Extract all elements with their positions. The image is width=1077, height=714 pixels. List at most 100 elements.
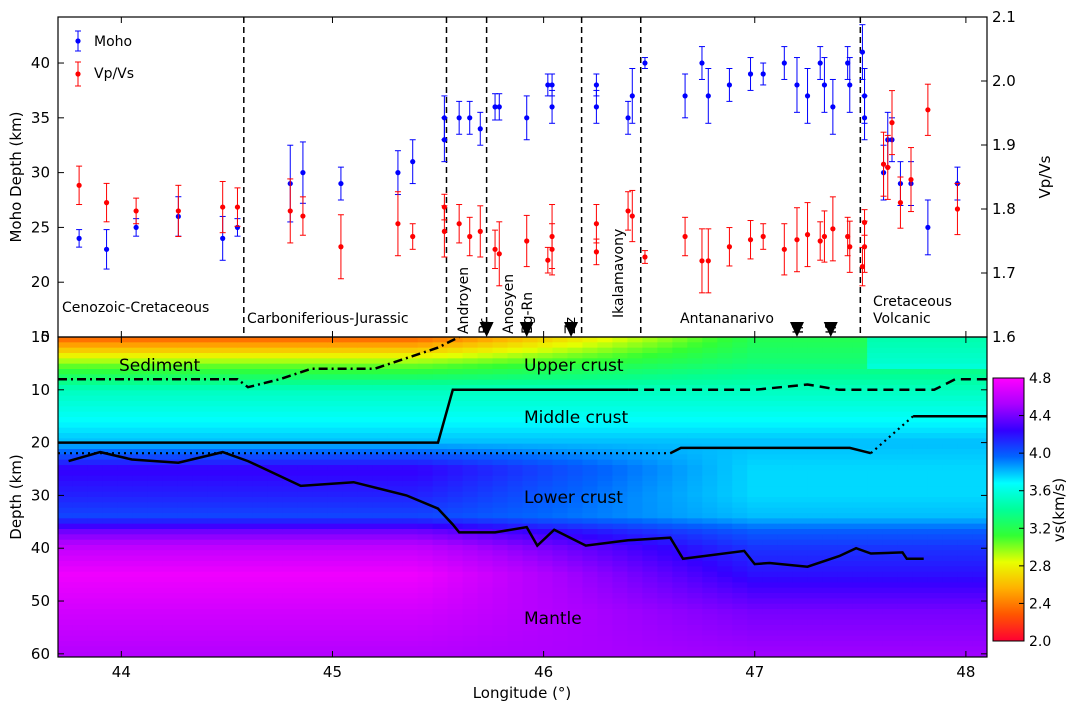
station-marker [789,322,804,337]
heatmap-cell [87,507,104,514]
heatmap-cell [807,438,823,445]
heatmap-cell [942,459,958,466]
heatmap-cell [687,609,703,615]
heatmap-cell [777,651,793,657]
heatmap-cell [762,619,778,626]
y-tick-label-left: 20 [31,273,50,291]
heatmap-cell [102,587,119,594]
heatmap-cell [477,342,494,349]
heatmap-cell [972,406,987,413]
heatmap-cell [372,401,389,407]
heatmap-cell [942,555,958,562]
heatmap-cell [402,523,419,530]
heatmap-cell [462,443,479,450]
heatmap-cell [642,347,658,354]
heatmap-cell [537,406,554,413]
heatmap-cell [162,454,179,461]
heatmap-cell [432,358,449,365]
heatmap-cell [192,577,209,583]
heatmap-cell [327,641,344,647]
heatmap-cell [147,561,164,567]
heatmap-cell [507,401,524,407]
layer-label-mantle: Mantle [524,609,582,629]
heatmap-cell [297,587,314,594]
heatmap-cell [327,443,344,450]
heatmap-cell [132,603,149,610]
heatmap-cell [102,502,119,509]
heatmap-cell [282,545,299,551]
heatmap-cell [687,598,703,605]
heatmap-cell [537,577,554,583]
heatmap-cell [912,587,928,594]
heatmap-cell [882,625,898,631]
heatmap-cell [837,523,853,530]
heatmap-cell [957,598,973,605]
heatmap-cell [657,614,673,621]
heatmap-cell [222,651,239,657]
heatmap-cell [192,475,209,482]
heatmap-cell [372,598,389,605]
heatmap-cell [87,587,104,594]
heatmap-cell [717,449,733,455]
heatmap-cell [522,385,539,391]
heatmap-cell [342,630,359,637]
heatmap-cell [327,465,344,471]
heatmap-cell [237,411,254,418]
heatmap-cell [297,577,314,583]
heatmap-cell [102,497,119,503]
heatmap-cell [522,518,539,525]
heatmap-cell [882,475,898,482]
heatmap-cell [297,529,314,535]
heatmap-cell [282,491,299,498]
heatmap-cell [537,619,554,626]
heatmap-cell [822,566,838,573]
heatmap-cell [342,614,359,621]
heatmap-cell [507,587,524,594]
heatmap-cell [267,582,284,589]
heatmap-cell [807,571,823,578]
heatmap-cell [222,433,239,439]
heatmap-cell [822,449,838,455]
heatmap-cell [162,539,179,546]
heatmap-cell [357,486,374,493]
heatmap-cell [642,417,658,423]
heatmap-cell [252,390,269,397]
heatmap-cell [792,395,808,402]
heatmap-cell [807,417,823,423]
heatmap-cell [837,582,853,589]
heatmap-cell [942,358,958,365]
heatmap-cell [447,603,464,610]
heatmap-cell [537,529,554,535]
heatmap-cell [657,379,673,386]
heatmap-cell [357,625,374,631]
heatmap-cell [942,625,958,631]
heatmap-cell [192,385,209,391]
heatmap-cell [417,379,434,386]
heatmap-cell [702,438,718,445]
heatmap-cell [312,390,329,397]
heatmap-cell [867,518,883,525]
heatmap-cell [222,619,239,626]
heatmap-cell [252,481,269,487]
heatmap-cell [687,369,703,375]
heatmap-cell [297,470,314,477]
heatmap-cell [597,587,614,594]
heatmap-cell [837,651,853,657]
heatmap-cell [852,395,868,402]
heatmap-cell [672,337,688,343]
heatmap-cell [762,481,778,487]
heatmap-cell [267,561,284,567]
heatmap-cell [942,529,958,535]
heatmap-cell [912,385,928,391]
heatmap-cell [372,459,389,466]
heatmap-cell [237,587,254,594]
heatmap-cell [762,454,778,461]
heatmap-cell [417,635,434,642]
heatmap-cell [687,401,703,407]
heatmap-cell [912,347,928,354]
legend-moho-label: Moho [94,34,132,50]
heatmap-cell [267,555,284,562]
heatmap-cell [567,598,584,605]
heatmap-cell [282,550,299,557]
heatmap-cell [837,449,853,455]
